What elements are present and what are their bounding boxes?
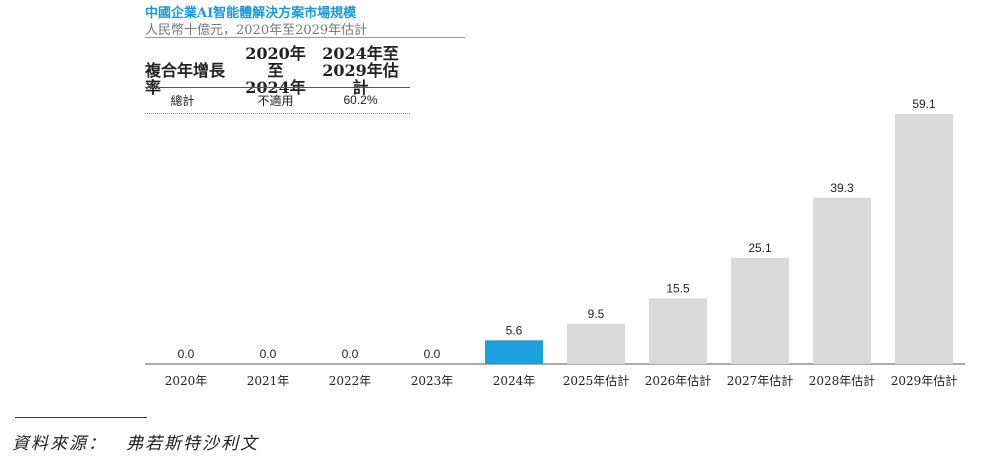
x-tick-label-4: 2024年	[493, 374, 536, 388]
bar-4	[485, 340, 543, 364]
bar-9	[895, 114, 953, 364]
bar-value-label-5: 9.5	[588, 307, 605, 321]
cagr-col2-header: 2024年至 2029年估計	[318, 45, 403, 96]
bar-value-label-9: 59.1	[912, 97, 936, 111]
source-note: 資料來源： 弗若斯特沙利文	[12, 434, 259, 454]
bar-value-label-1: 0.0	[260, 347, 277, 361]
bar-value-label-2: 0.0	[342, 347, 359, 361]
cagr-total-label: 總計	[170, 94, 195, 108]
bar-5	[567, 323, 625, 364]
bar-value-label-6: 15.5	[666, 281, 690, 295]
bar-value-label-8: 39.3	[830, 181, 854, 195]
x-tick-label-2: 2022年	[329, 374, 372, 388]
title-divider	[145, 37, 465, 38]
bar-value-label-4: 5.6	[506, 323, 523, 337]
x-tick-label-6: 2026年估計	[645, 373, 712, 388]
cagr-col1-value: 不適用	[257, 94, 294, 108]
x-tick-label-9: 2029年估計	[891, 373, 958, 388]
bar-chart: 0.0 2020年 0.0 2021年 0.0 2022年 0.0 2023年 5.6 2024年…	[145, 97, 965, 388]
x-tick-label-3: 2023年	[411, 374, 454, 388]
cagr-col2-header-line1: 2024年至	[322, 44, 399, 63]
bar-7	[731, 257, 789, 364]
x-tick-label-1: 2021年	[247, 374, 290, 388]
cagr-col2-value: 60.2%	[343, 93, 378, 107]
cagr-col1-header-line1: 2020年至	[245, 44, 306, 80]
cagr-bottom-rule	[145, 113, 410, 114]
x-tick-label-5: 2025年估計	[563, 373, 630, 388]
x-tick-label-7: 2027年估計	[727, 373, 794, 388]
bar-6	[649, 298, 707, 364]
chart-subtitle: 人民幣十億元，2020年至2029年估計	[145, 23, 368, 38]
x-tick-label-0: 2020年	[165, 374, 208, 388]
bar-value-label-3: 0.0	[424, 347, 441, 361]
cagr-header-rule	[145, 87, 410, 88]
x-tick-label-8: 2028年估計	[809, 373, 876, 388]
source-divider	[15, 417, 147, 418]
chart-title: 中國企業AI智能體解決方案市場規模	[145, 6, 357, 21]
bar-8	[813, 197, 871, 364]
bar-value-label-0: 0.0	[178, 347, 195, 361]
bar-value-label-7: 25.1	[748, 241, 772, 255]
